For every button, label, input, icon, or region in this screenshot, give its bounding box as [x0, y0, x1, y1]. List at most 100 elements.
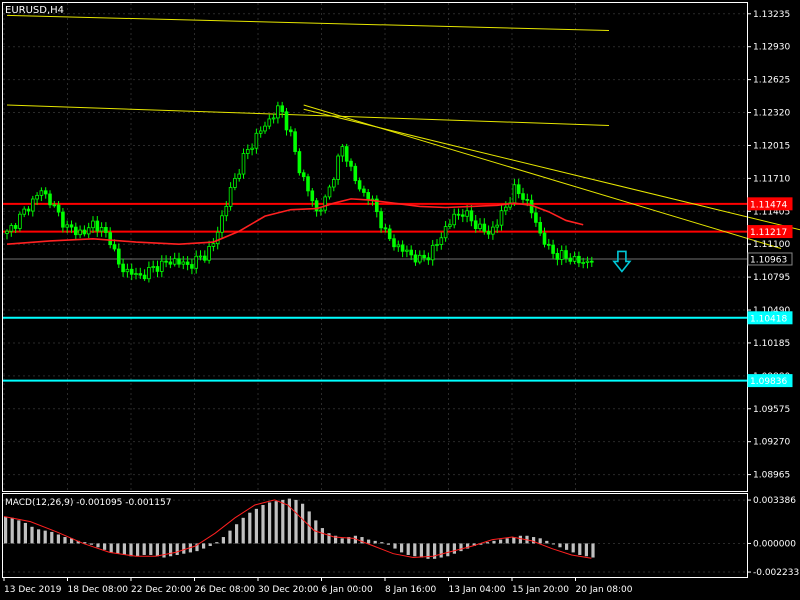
candle-body [228, 187, 233, 207]
candle-body [293, 131, 297, 152]
time-tick-label: 13 Dec 2019 [4, 585, 62, 595]
macd-bar [215, 542, 219, 544]
candle-body [426, 257, 431, 261]
candle-body [525, 199, 530, 201]
candle-body [104, 227, 108, 233]
price-axis: 1.13235 1.12930 1.12625 1.12320 1.12015 1.117… [747, 10, 790, 481]
macd-bar [50, 531, 54, 544]
candle-body [319, 209, 323, 212]
candle-body [400, 244, 405, 252]
candle-body [207, 246, 211, 261]
candle-body [185, 261, 190, 265]
macd-bar [76, 540, 80, 544]
macd-bar [340, 538, 344, 544]
moving-average-line [6, 198, 584, 245]
candle-body [155, 266, 160, 272]
candle-body [271, 117, 276, 120]
candle-body [495, 224, 499, 228]
candle-body [478, 223, 482, 230]
candle-body [430, 244, 435, 261]
macd-pane-frame [2, 493, 748, 578]
macd-bar [565, 543, 569, 550]
price-tick-label: 1.10490 [753, 306, 790, 316]
candle-body [78, 229, 82, 236]
candle-body [357, 180, 362, 190]
indicator-label: MACD(12,26,9) -0.001095 -0.001157 [5, 498, 171, 508]
macd-bar [413, 543, 417, 557]
macd-bar [228, 530, 232, 544]
macd-bar [89, 543, 93, 545]
macd-bar [353, 535, 357, 544]
macd-bar [301, 503, 305, 544]
candle-body [5, 230, 9, 234]
price-tick-label: 1.12625 [753, 76, 790, 86]
candle-body [13, 225, 18, 229]
macd-bar [307, 511, 311, 544]
time-tick-label: 15 Jan 20:00 [512, 585, 569, 595]
level-tag [747, 374, 793, 388]
candle-body [241, 153, 246, 175]
macd-bar [380, 542, 384, 544]
candle-body [379, 211, 383, 229]
candle-body [86, 227, 91, 235]
candle-body [61, 211, 65, 228]
candle-body [439, 237, 444, 245]
candle-body [413, 254, 418, 263]
candle-body [151, 266, 156, 268]
level-price-tags: 1.11474 1.11217 1.10963 1.10418 1.09836 [747, 197, 793, 388]
macd-bar [327, 533, 331, 544]
candle-body [56, 204, 61, 213]
candle-body [508, 202, 512, 208]
candle-body [512, 184, 517, 204]
horizontal-levels[interactable] [3, 202, 747, 382]
macd-bar [136, 543, 140, 557]
time-tick-label: 8 Jan 16:00 [385, 585, 437, 595]
candle-body [555, 253, 560, 260]
macd-bar [142, 543, 146, 555]
time-tick-label: 13 Jan 04:00 [449, 585, 506, 595]
level-tag [747, 225, 793, 239]
candle-body [280, 105, 284, 113]
trend-lines[interactable] [6, 14, 800, 249]
candle-body [542, 232, 547, 245]
candle-body [284, 111, 289, 131]
macd-signal-line [3, 499, 592, 559]
candle-body [121, 263, 125, 273]
macd-bar [109, 543, 113, 553]
candle-body [202, 255, 207, 261]
macd-bar [386, 543, 390, 545]
candle-body [177, 258, 181, 265]
candle-body [585, 260, 590, 263]
candle-body [503, 206, 508, 212]
candle-body [331, 179, 336, 188]
candle-body [383, 227, 388, 230]
macd-bar [281, 499, 285, 544]
candle-body [473, 220, 478, 230]
level-tag-label: 1.10963 [750, 255, 787, 265]
candle-body [48, 193, 52, 206]
candle-body [172, 258, 177, 265]
macd-bar [571, 543, 575, 553]
candle-body [39, 190, 44, 196]
level-tag-label: 1.10418 [750, 314, 787, 324]
candle-body [469, 210, 474, 222]
candle-body [82, 229, 87, 235]
macd-bar [334, 535, 338, 544]
time-tick-label: 6 Jan 00:00 [322, 585, 374, 595]
candle-body [353, 165, 358, 182]
candle-body [125, 268, 130, 273]
candle-body [392, 238, 396, 248]
candle-body [224, 205, 229, 217]
macd-bar [96, 543, 100, 548]
price-grid [3, 3, 747, 491]
macd-bar [221, 537, 225, 544]
macd-bar [419, 543, 423, 558]
candle-body [417, 254, 422, 263]
price-tick-label: 1.11710 [753, 174, 790, 184]
macd-bar [532, 537, 536, 544]
macd-bar [261, 505, 265, 544]
macd-axis: 0.003386 0.000000 -0.002233 [747, 496, 799, 578]
macd-bar [373, 540, 377, 544]
